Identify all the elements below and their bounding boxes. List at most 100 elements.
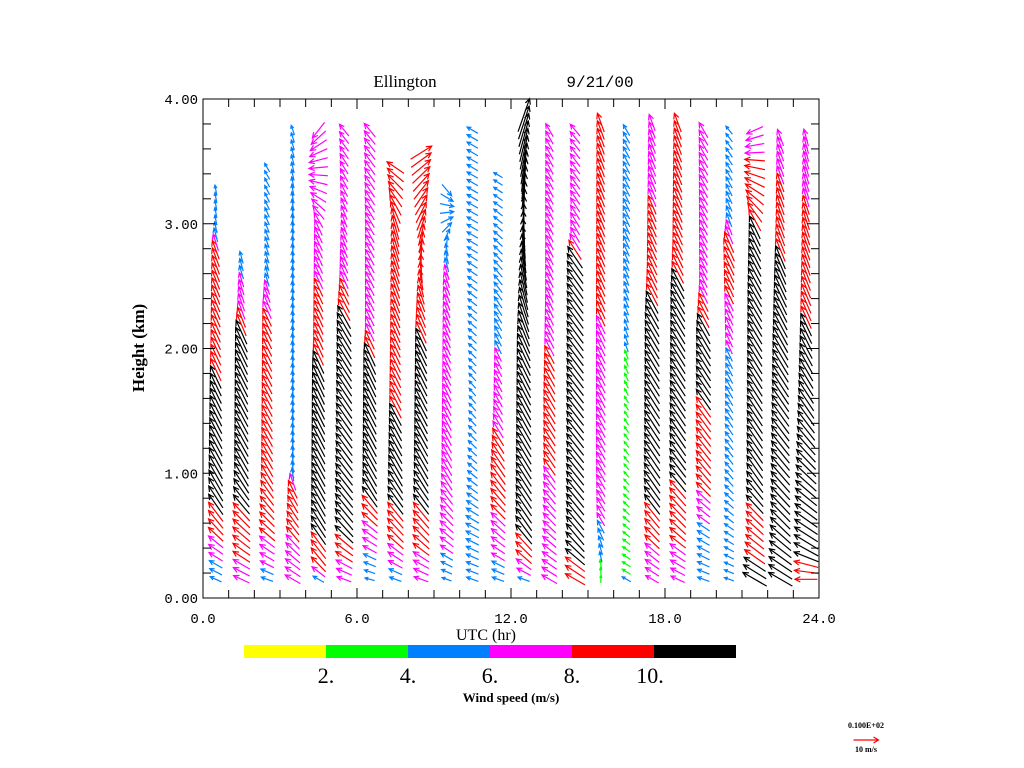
wind-vector bbox=[233, 469, 250, 494]
wind-vector bbox=[410, 152, 433, 168]
wind-vector bbox=[208, 446, 223, 472]
wind-vector bbox=[465, 178, 479, 187]
wind-vector bbox=[364, 226, 375, 243]
wind-vector bbox=[261, 418, 273, 440]
wind-vector bbox=[595, 291, 606, 312]
colorbar-swatch bbox=[408, 645, 490, 658]
wind-vector bbox=[338, 283, 350, 305]
wind-vector bbox=[439, 544, 454, 555]
wind-column-13.5 bbox=[540, 122, 558, 585]
wind-vector bbox=[311, 423, 326, 450]
wind-vector bbox=[209, 394, 223, 419]
wind-vector bbox=[596, 519, 605, 534]
wind-vector bbox=[623, 333, 629, 345]
wind-vector bbox=[596, 171, 606, 193]
x-axis-label: UTC (hr) bbox=[456, 627, 516, 644]
wind-vector bbox=[492, 412, 504, 431]
wind-vector bbox=[643, 501, 661, 522]
wind-vector bbox=[234, 386, 249, 413]
wind-vector bbox=[467, 417, 477, 427]
wind-vector bbox=[234, 423, 249, 450]
y-axis-label: Height (km) bbox=[129, 304, 148, 392]
wind-vector bbox=[595, 397, 606, 416]
wind-vector bbox=[516, 332, 531, 362]
colorbar-tick-label: 4. bbox=[400, 663, 417, 688]
wind-vector bbox=[517, 316, 531, 347]
wind-vector bbox=[724, 468, 734, 480]
wind-vector bbox=[335, 567, 353, 576]
wind-vector bbox=[466, 462, 478, 472]
wind-vector bbox=[596, 134, 605, 155]
wind-vector bbox=[644, 371, 660, 397]
wind-vector bbox=[545, 233, 554, 251]
wind-vector bbox=[261, 441, 274, 463]
wind-vector bbox=[363, 576, 375, 582]
wind-vector bbox=[386, 533, 404, 550]
wind-vector bbox=[313, 328, 324, 351]
wind-vector bbox=[566, 260, 584, 284]
wind-vector bbox=[725, 218, 733, 236]
wind-vector bbox=[361, 502, 378, 521]
wind-vector bbox=[465, 141, 479, 149]
wind-vector bbox=[698, 210, 709, 229]
wind-vector bbox=[232, 501, 251, 522]
wind-vector bbox=[388, 417, 403, 442]
wind-vector bbox=[773, 281, 788, 308]
wind-vector bbox=[622, 175, 631, 190]
wind-vector bbox=[565, 515, 585, 538]
wind-vector bbox=[671, 260, 685, 284]
wind-vector bbox=[261, 411, 273, 432]
wind-vector bbox=[800, 267, 811, 291]
wind-vector bbox=[623, 463, 630, 471]
wind-vector bbox=[622, 130, 631, 144]
wind-vector bbox=[799, 334, 813, 359]
wind-vector bbox=[466, 253, 478, 262]
wind-vector bbox=[673, 112, 682, 133]
wind-vector bbox=[338, 137, 350, 152]
wind-vector bbox=[725, 339, 733, 355]
wind-vector bbox=[264, 235, 270, 249]
wind-vector bbox=[464, 530, 480, 539]
wind-vector bbox=[723, 530, 735, 538]
wind-vector bbox=[210, 298, 221, 320]
wind-vector bbox=[515, 468, 532, 495]
wind-vector bbox=[262, 336, 273, 357]
wind-vector bbox=[493, 390, 503, 408]
wind-vector bbox=[234, 416, 249, 442]
wind-vector bbox=[340, 233, 348, 251]
wind-vector bbox=[545, 174, 554, 190]
wind-vector bbox=[565, 447, 585, 471]
wind-vector bbox=[723, 484, 734, 495]
wind-vector bbox=[794, 471, 817, 492]
wind-vector bbox=[545, 241, 554, 258]
wind-vector bbox=[388, 431, 403, 457]
wind-vector bbox=[413, 477, 429, 501]
wind-vector bbox=[565, 440, 585, 464]
wind-vector bbox=[442, 322, 451, 341]
wind-vector bbox=[623, 287, 630, 301]
wind-vector bbox=[772, 318, 789, 346]
wind-vector bbox=[595, 374, 606, 394]
wind-vector bbox=[744, 183, 765, 197]
wind-vector bbox=[746, 454, 764, 479]
wind-vector bbox=[545, 129, 554, 145]
wind-vector bbox=[698, 291, 709, 312]
wind-vector bbox=[622, 508, 630, 516]
wind-vector bbox=[595, 473, 606, 490]
wind-vector bbox=[668, 543, 686, 556]
y-tick-label: 1.00 bbox=[164, 467, 198, 483]
wind-vector bbox=[695, 357, 712, 382]
wind-vector bbox=[334, 524, 354, 544]
wind-vector bbox=[364, 203, 375, 221]
wind-vector bbox=[389, 357, 402, 381]
wind-vector bbox=[566, 372, 584, 396]
wind-vector bbox=[287, 479, 298, 499]
wind-vector bbox=[569, 160, 581, 175]
wind-vector bbox=[644, 341, 660, 367]
wind-vector bbox=[492, 230, 503, 240]
wind-vector bbox=[748, 207, 762, 232]
y-tick-label: 3.00 bbox=[164, 218, 198, 234]
wind-vector bbox=[415, 201, 427, 224]
wind-vector bbox=[542, 473, 556, 491]
wind-vector bbox=[623, 379, 629, 389]
